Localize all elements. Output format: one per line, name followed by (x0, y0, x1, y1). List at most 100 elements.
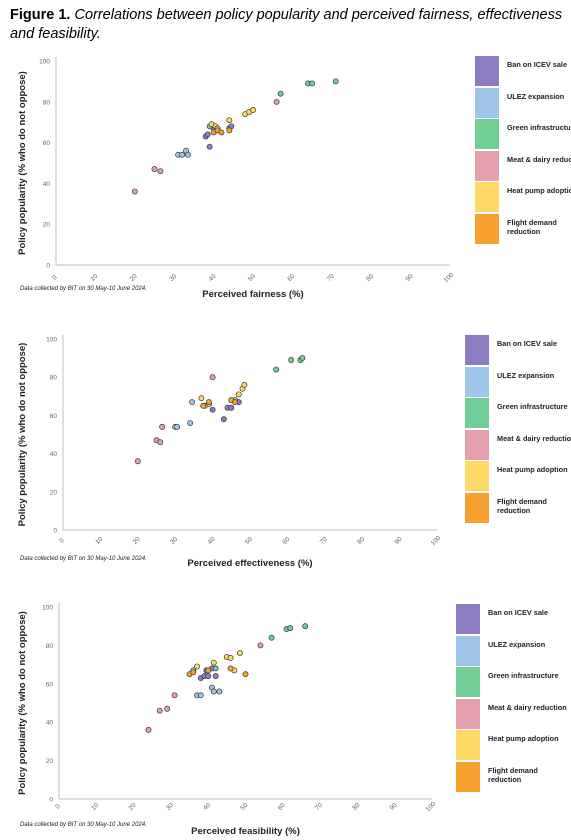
data-point (210, 688, 217, 695)
data-point (131, 188, 138, 195)
series-ulez-expansion (172, 397, 238, 430)
figure-label: Figure 1. (10, 7, 71, 23)
figure-title: Figure 1. Correlations between policy po… (10, 6, 565, 44)
data-point (242, 671, 249, 678)
legend-item: ULEZ expansion (475, 87, 571, 118)
legend-swatch (475, 56, 499, 86)
y-tick-label: 80 (50, 375, 58, 382)
y-tick-label: 40 (46, 720, 54, 727)
chart-legend: Ban on ICEV sale ULEZ expansion Green infr… (456, 604, 567, 794)
legend-swatch (456, 698, 480, 729)
legend-swatch (456, 730, 480, 761)
series-green-infrastructure (212, 623, 309, 672)
data-point (232, 399, 238, 405)
legend-label: Heat pump adoption (497, 465, 568, 475)
y-axis-title: Policy popularity (% who do not oppose) (17, 71, 28, 255)
legend-item: ULEZ expansion (456, 635, 566, 666)
x-tick-label: 30 (169, 536, 179, 546)
x-tick-label: 30 (168, 273, 178, 283)
data-point (157, 168, 164, 175)
legend-item: Flight demand reduction (465, 492, 571, 523)
legend-label: ULEZ expansion (507, 91, 565, 101)
x-tick-label: 70 (319, 536, 329, 546)
y-tick-label: 60 (46, 681, 54, 688)
legend-item: Heat pump adoption (465, 461, 571, 492)
x-tick-label: 90 (394, 536, 404, 546)
legend-swatch (475, 150, 499, 181)
y-tick-label: 0 (46, 263, 50, 270)
data-point (187, 420, 194, 426)
data-note: Data collected by BIT on 30 May-10 June … (20, 286, 147, 292)
legend-label: Ban on ICEV sale (488, 608, 549, 617)
legend-item: Meat & dairy reduction (475, 150, 571, 181)
y-tick-label: 0 (49, 797, 53, 804)
series-ulez-expansion (190, 667, 223, 699)
y-tick-label: 80 (46, 643, 54, 650)
legend-label: ULEZ expansion (488, 639, 546, 649)
x-tick-label: 20 (128, 802, 138, 812)
data-point (204, 131, 211, 138)
data-point (190, 669, 197, 676)
data-point (332, 78, 339, 85)
x-axis-title: Perceived feasibility (%) (191, 826, 300, 837)
y-tick-label: 100 (42, 605, 53, 612)
legend-swatch (475, 182, 499, 213)
legend-swatch (465, 492, 489, 523)
x-tick-label: 70 (314, 802, 324, 812)
series-green-infrastructure (273, 355, 306, 373)
legend-swatch (456, 667, 480, 698)
legend-item: Meat & dairy reduction (456, 698, 567, 729)
data-point (220, 416, 227, 423)
data-note: Data collected by BIT on 30 May-10 June … (20, 822, 147, 828)
series-meat-dairy-reduction (131, 98, 280, 195)
data-point (151, 166, 158, 173)
x-tick-label: 50 (239, 802, 249, 812)
legend-item: Ban on ICEV sale (465, 335, 571, 365)
x-tick-label: 60 (277, 802, 287, 812)
data-point (212, 673, 219, 680)
x-tick-label: 100 (425, 800, 438, 813)
y-tick-label: 100 (46, 337, 57, 344)
x-tick-label: 40 (207, 536, 217, 546)
data-note: Data collected by BIT on 30 May-10 June … (20, 556, 147, 562)
legend-label: Ban on ICEV sale (497, 339, 558, 348)
data-point (257, 642, 264, 649)
series-flight-demand-reduction (200, 397, 238, 409)
x-tick-label: 80 (365, 273, 375, 283)
chart-legend: Ban on ICEV sale ULEZ expansion Green infr… (465, 335, 571, 525)
data-point (250, 107, 256, 113)
x-tick-label: 20 (129, 273, 139, 283)
scatter-chart-fairness: 0 20 40 60 80 100 0 10 20 30 40 50 60 70 80 90 100 Percei… (17, 57, 456, 300)
data-point (209, 374, 216, 381)
y-axis-title: Policy popularity (% who do not oppose) (17, 343, 28, 527)
x-axis-title: Perceived effectiveness (%) (187, 558, 312, 569)
legend-label: Heat pump adoption (507, 186, 571, 196)
data-point (159, 423, 166, 430)
data-point (235, 391, 242, 398)
y-tick-label: 100 (39, 59, 50, 66)
legend-item: Meat & dairy reduction (465, 429, 571, 460)
legend-item: Flight demand reduction (456, 761, 566, 792)
x-tick-label: 80 (351, 802, 361, 812)
legend-swatch (475, 213, 499, 244)
data-point (210, 659, 217, 666)
data-point (156, 707, 163, 714)
legend-item: Green infrastructure (465, 398, 571, 429)
legend-label: Meat & dairy reduction (507, 154, 571, 164)
legend-label: Meat & dairy reduction (497, 433, 571, 443)
x-tick-label: 10 (90, 802, 100, 812)
legend-item: Ban on ICEV sale (475, 56, 571, 86)
chart-legend: Ban on ICEV sale ULEZ expansion Green infr… (475, 56, 571, 246)
legend-label: ULEZ expansion (497, 370, 555, 380)
x-tick-label: 70 (326, 273, 336, 283)
series-ulez-expansion (175, 147, 191, 158)
x-tick-label: 60 (286, 273, 296, 283)
data-point (197, 692, 204, 699)
x-tick-label: 20 (132, 536, 142, 546)
y-tick-label: 60 (43, 140, 51, 147)
data-point (194, 663, 200, 670)
legend-label: Heat pump adoption (488, 734, 559, 744)
data-point (226, 127, 233, 134)
y-tick-label: 20 (43, 222, 51, 229)
legend-label: Green infrastructure (488, 671, 559, 681)
